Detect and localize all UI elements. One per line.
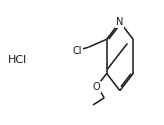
Text: O: O bbox=[92, 82, 100, 92]
Text: HCl: HCl bbox=[8, 55, 27, 65]
Text: N: N bbox=[116, 17, 124, 27]
Text: Cl: Cl bbox=[72, 46, 82, 56]
